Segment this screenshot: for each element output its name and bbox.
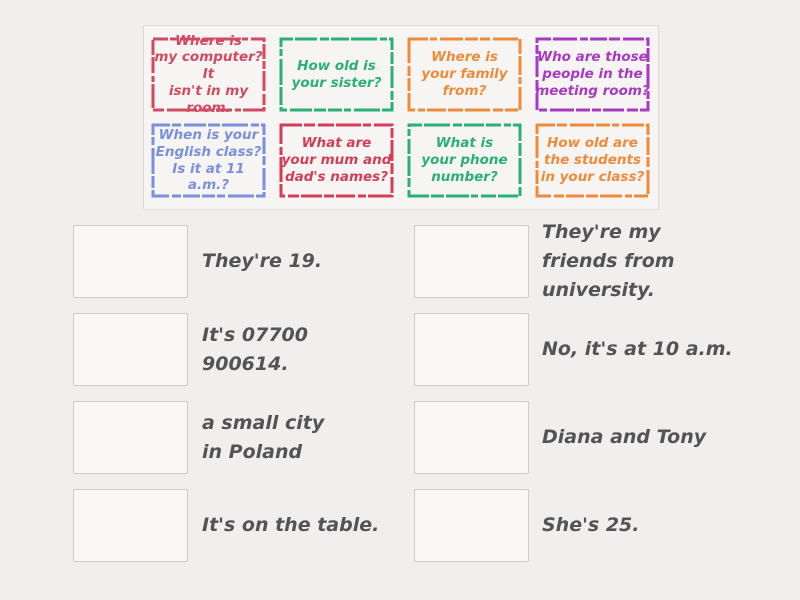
answer-text: It's on the table.: [202, 514, 380, 536]
drop-zone[interactable]: [414, 489, 529, 562]
question-card[interactable]: How old are the students in your class?: [535, 123, 650, 198]
question-card[interactable]: Where is my computer? It isn't in my roo…: [151, 33, 266, 116]
question-card[interactable]: Who are those people in the meeting room…: [535, 37, 650, 112]
question-card-text: When is your English class? Is it at 11 …: [155, 127, 262, 194]
answer-text: They're 19.: [202, 250, 323, 272]
answer-text: It's 07700 900614.: [202, 323, 308, 375]
question-card-text: How old is your sister?: [291, 57, 382, 91]
answer-text: No, it's at 10 a.m.: [542, 338, 733, 360]
question-card[interactable]: What is your phone number?: [407, 123, 522, 198]
question-card-text: How old are the students in your class?: [540, 135, 645, 185]
question-card[interactable]: How old is your sister?: [279, 37, 394, 112]
question-card-text: What are your mum and dad's names?: [281, 135, 392, 185]
answer-text: She's 25.: [542, 514, 640, 536]
question-cards-panel: Where is my computer? It isn't in my roo…: [143, 25, 659, 210]
question-card-text: Who are those people in the meeting room…: [535, 49, 650, 99]
drop-zone[interactable]: [414, 313, 529, 386]
question-card[interactable]: When is your English class? Is it at 11 …: [151, 123, 266, 198]
drop-zone[interactable]: [414, 401, 529, 474]
question-card-text: What is your phone number?: [421, 135, 508, 185]
drop-zone[interactable]: [73, 401, 188, 474]
question-card[interactable]: Where is your family from?: [407, 37, 522, 112]
answer-text: They're my friends from university.: [542, 221, 675, 301]
answer-text: a small city in Poland: [202, 411, 325, 463]
drop-zone[interactable]: [73, 225, 188, 298]
answer-text: Diana and Tony: [542, 426, 707, 448]
question-card-text: Where is my computer? It isn't in my roo…: [154, 32, 263, 116]
drop-zone[interactable]: [73, 313, 188, 386]
drop-zone[interactable]: [73, 489, 188, 562]
question-card-text: Where is your family from?: [421, 49, 508, 99]
drop-zone[interactable]: [414, 225, 529, 298]
question-card[interactable]: What are your mum and dad's names?: [279, 123, 394, 198]
